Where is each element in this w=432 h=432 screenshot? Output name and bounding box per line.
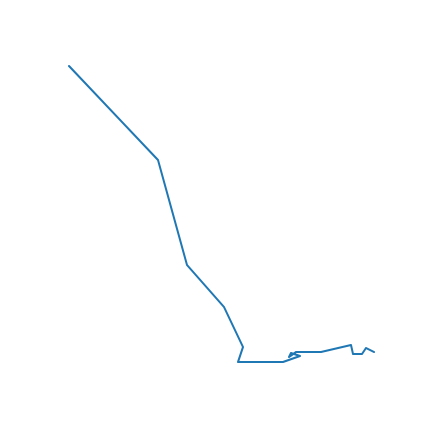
series-line-0 — [68, 65, 375, 363]
